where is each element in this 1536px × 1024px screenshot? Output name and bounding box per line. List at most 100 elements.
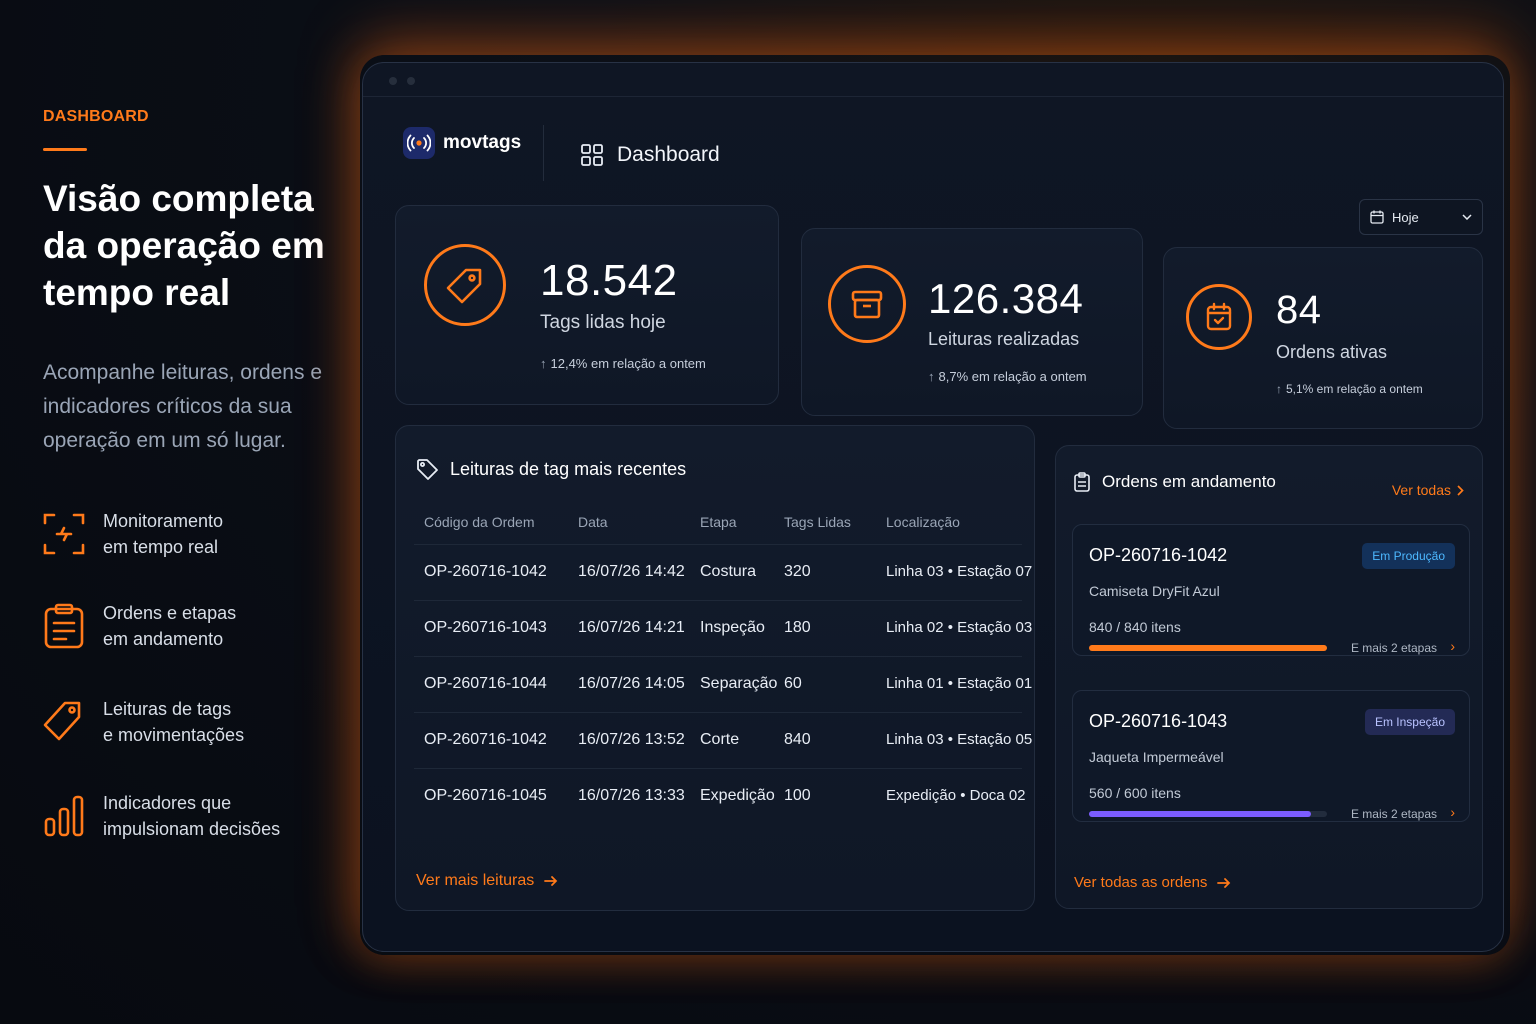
order-card[interactable]: OP-260716-1042 Em Produção Camiseta DryF… xyxy=(1072,524,1470,656)
readings-panel: Leituras de tag mais recentes Código da … xyxy=(395,425,1035,911)
feature-tags: Leituras de tags e movimentações xyxy=(43,696,343,748)
order-product: Camiseta DryFit Azul xyxy=(1089,583,1220,599)
feature-line2: impulsionam decisões xyxy=(103,819,281,839)
subtitle: Acompanhe leituras, ordens e indicadores… xyxy=(43,361,322,452)
feature-line1: Indicadores que xyxy=(103,793,232,813)
kpi-delta-text: 5,1% em relação a ontem xyxy=(1286,382,1423,396)
tags-read: 840 xyxy=(784,731,811,748)
bar-chart-icon xyxy=(43,793,85,839)
progress-bar xyxy=(1089,645,1327,651)
order-product: Jaqueta Impermeável xyxy=(1089,749,1224,765)
clipboard-icon xyxy=(1074,472,1090,492)
chevron-right-icon: › xyxy=(1450,804,1455,820)
kpi-card-readings[interactable]: 126.384 Leituras realizadas ↑ 8,7% em rel… xyxy=(801,228,1143,416)
reading-location: Linha 02 • Estação 03 xyxy=(886,619,1033,636)
arrow-up-icon: ↑ xyxy=(540,356,547,371)
all-orders-text: Ver todas as ordens xyxy=(1074,874,1208,891)
kpi-card-orders[interactable]: 84 Ordens ativas ↑ 5,1% em relação a onte… xyxy=(1163,247,1483,429)
feature-line2: e movimentações xyxy=(103,725,245,745)
feature-indicators: Indicadores que impulsionam decisões xyxy=(43,790,343,842)
order-quantity: 560 / 600 itens xyxy=(1089,785,1181,801)
date-filter-select[interactable]: Hoje xyxy=(1359,199,1483,235)
orders-title-text: Ordens em andamento xyxy=(1102,472,1276,491)
progress-fill xyxy=(1089,645,1327,651)
column-header[interactable]: Data xyxy=(578,514,608,530)
order-card[interactable]: OP-260716-1043 Em Inspeção Jaqueta Imper… xyxy=(1072,690,1470,822)
calendar-icon xyxy=(1370,210,1384,224)
order-code: OP-260716-1042 xyxy=(424,563,547,580)
window-dot[interactable] xyxy=(407,77,415,85)
order-code: OP-260716-1045 xyxy=(424,787,547,804)
brand-name: movtags xyxy=(443,132,522,153)
order-code: OP-260716-1042 xyxy=(424,731,547,748)
arrow-up-icon: ↑ xyxy=(928,369,935,384)
reading-location: Linha 01 • Estação 01 xyxy=(886,675,1033,692)
reading-date: 16/07/26 13:33 xyxy=(578,787,685,804)
reading-step: Corte xyxy=(700,731,740,748)
tags-read: 100 xyxy=(784,787,811,804)
reading-step: Separação xyxy=(700,675,778,692)
see-all-orders-link[interactable]: Ver todas xyxy=(1392,482,1464,498)
table-row[interactable]: OP-260716-1042 16/07/26 14:42 Costura 32… xyxy=(414,544,1032,600)
see-all-text: Ver todas xyxy=(1391,482,1451,498)
status-badge: Em Produção xyxy=(1362,543,1455,569)
table-row[interactable]: OP-260716-1043 16/07/26 14:21 Inspeção 1… xyxy=(414,600,1032,656)
reading-date: 16/07/26 14:05 xyxy=(578,675,685,692)
reading-location: Linha 03 • Estação 07 xyxy=(886,563,1033,580)
orders-title: Ordens em andamento xyxy=(1074,472,1276,492)
nav-divider xyxy=(543,125,544,181)
date-filter-value: Hoje xyxy=(1392,209,1419,225)
feature-monitoring: Monitoramento em tempo real xyxy=(43,508,343,560)
tag-icon xyxy=(424,244,506,326)
nav-dashboard[interactable]: Dashboard xyxy=(581,143,720,167)
more-steps: E mais 2 etapas xyxy=(1350,641,1437,655)
arrow-right-icon xyxy=(544,876,558,886)
column-header[interactable]: Etapa xyxy=(700,514,737,530)
grid-icon xyxy=(581,144,603,166)
chevron-right-icon xyxy=(1457,484,1464,496)
kpi-label: Ordens ativas xyxy=(1276,342,1388,362)
window-titlebar xyxy=(363,63,1503,97)
kpi-delta: ↑ 5,1% em relação a ontem xyxy=(1276,382,1423,396)
kpi-delta: ↑ 8,7% em relação a ontem xyxy=(928,369,1087,384)
kpi-delta-text: 12,4% em relação a ontem xyxy=(550,356,706,371)
table-row[interactable]: OP-260716-1044 16/07/26 14:05 Separação … xyxy=(414,656,1032,712)
scan-icon xyxy=(43,511,85,557)
headline: Visão completa da operação em tempo real xyxy=(43,178,325,313)
chevron-right-icon: › xyxy=(1450,638,1455,654)
more-readings-link[interactable]: Ver mais leituras xyxy=(416,872,558,890)
order-code: OP-260716-1043 xyxy=(1089,711,1228,731)
kpi-card-tags[interactable]: 18.542 Tags lidas hoje ↑ 12,4% em relação… xyxy=(395,205,779,405)
nav-label: Dashboard xyxy=(617,143,720,166)
clipboard-icon xyxy=(43,603,85,649)
feature-line2: em andamento xyxy=(103,629,224,649)
window-dot[interactable] xyxy=(389,77,397,85)
app-window: movtags Dashboard Hoje 18.542 Tags lidas… xyxy=(362,62,1504,952)
kpi-delta-text: 8,7% em relação a ontem xyxy=(938,369,1087,384)
arrow-up-icon: ↑ xyxy=(1276,382,1282,396)
table-row[interactable]: OP-260716-1045 16/07/26 13:33 Expedição … xyxy=(414,768,1026,824)
column-header[interactable]: Tags Lidas xyxy=(784,514,851,530)
reading-date: 16/07/26 14:21 xyxy=(578,619,685,636)
box-icon xyxy=(828,265,906,343)
readings-title: Leituras de tag mais recentes xyxy=(416,458,686,480)
tags-read: 180 xyxy=(784,619,811,636)
reading-location: Linha 03 • Estação 05 xyxy=(886,731,1033,748)
kpi-value: 126.384 xyxy=(928,275,1084,322)
feature-line1: Leituras de tags xyxy=(103,699,232,719)
readings-title-text: Leituras de tag mais recentes xyxy=(450,458,687,479)
column-header[interactable]: Localização xyxy=(886,514,960,530)
status-badge: Em Inspeção xyxy=(1364,709,1455,735)
table-row[interactable]: OP-260716-1042 16/07/26 13:52 Corte 840 … xyxy=(414,712,1032,768)
all-orders-link[interactable]: Ver todas as ordens xyxy=(1074,874,1231,891)
feature-orders: Ordens e etapas em andamento xyxy=(43,600,343,652)
reading-location: Expedição • Doca 02 xyxy=(886,787,1026,804)
feature-line1: Ordens e etapas xyxy=(103,603,237,623)
reading-step: Expedição xyxy=(700,787,775,804)
column-header[interactable]: Código da Ordem xyxy=(424,514,535,530)
brand[interactable]: movtags xyxy=(403,127,521,159)
reading-step: Costura xyxy=(700,563,757,580)
reading-step: Inspeção xyxy=(700,619,765,636)
reading-date: 16/07/26 13:52 xyxy=(578,731,685,748)
kpi-delta: ↑ 12,4% em relação a ontem xyxy=(540,356,706,371)
